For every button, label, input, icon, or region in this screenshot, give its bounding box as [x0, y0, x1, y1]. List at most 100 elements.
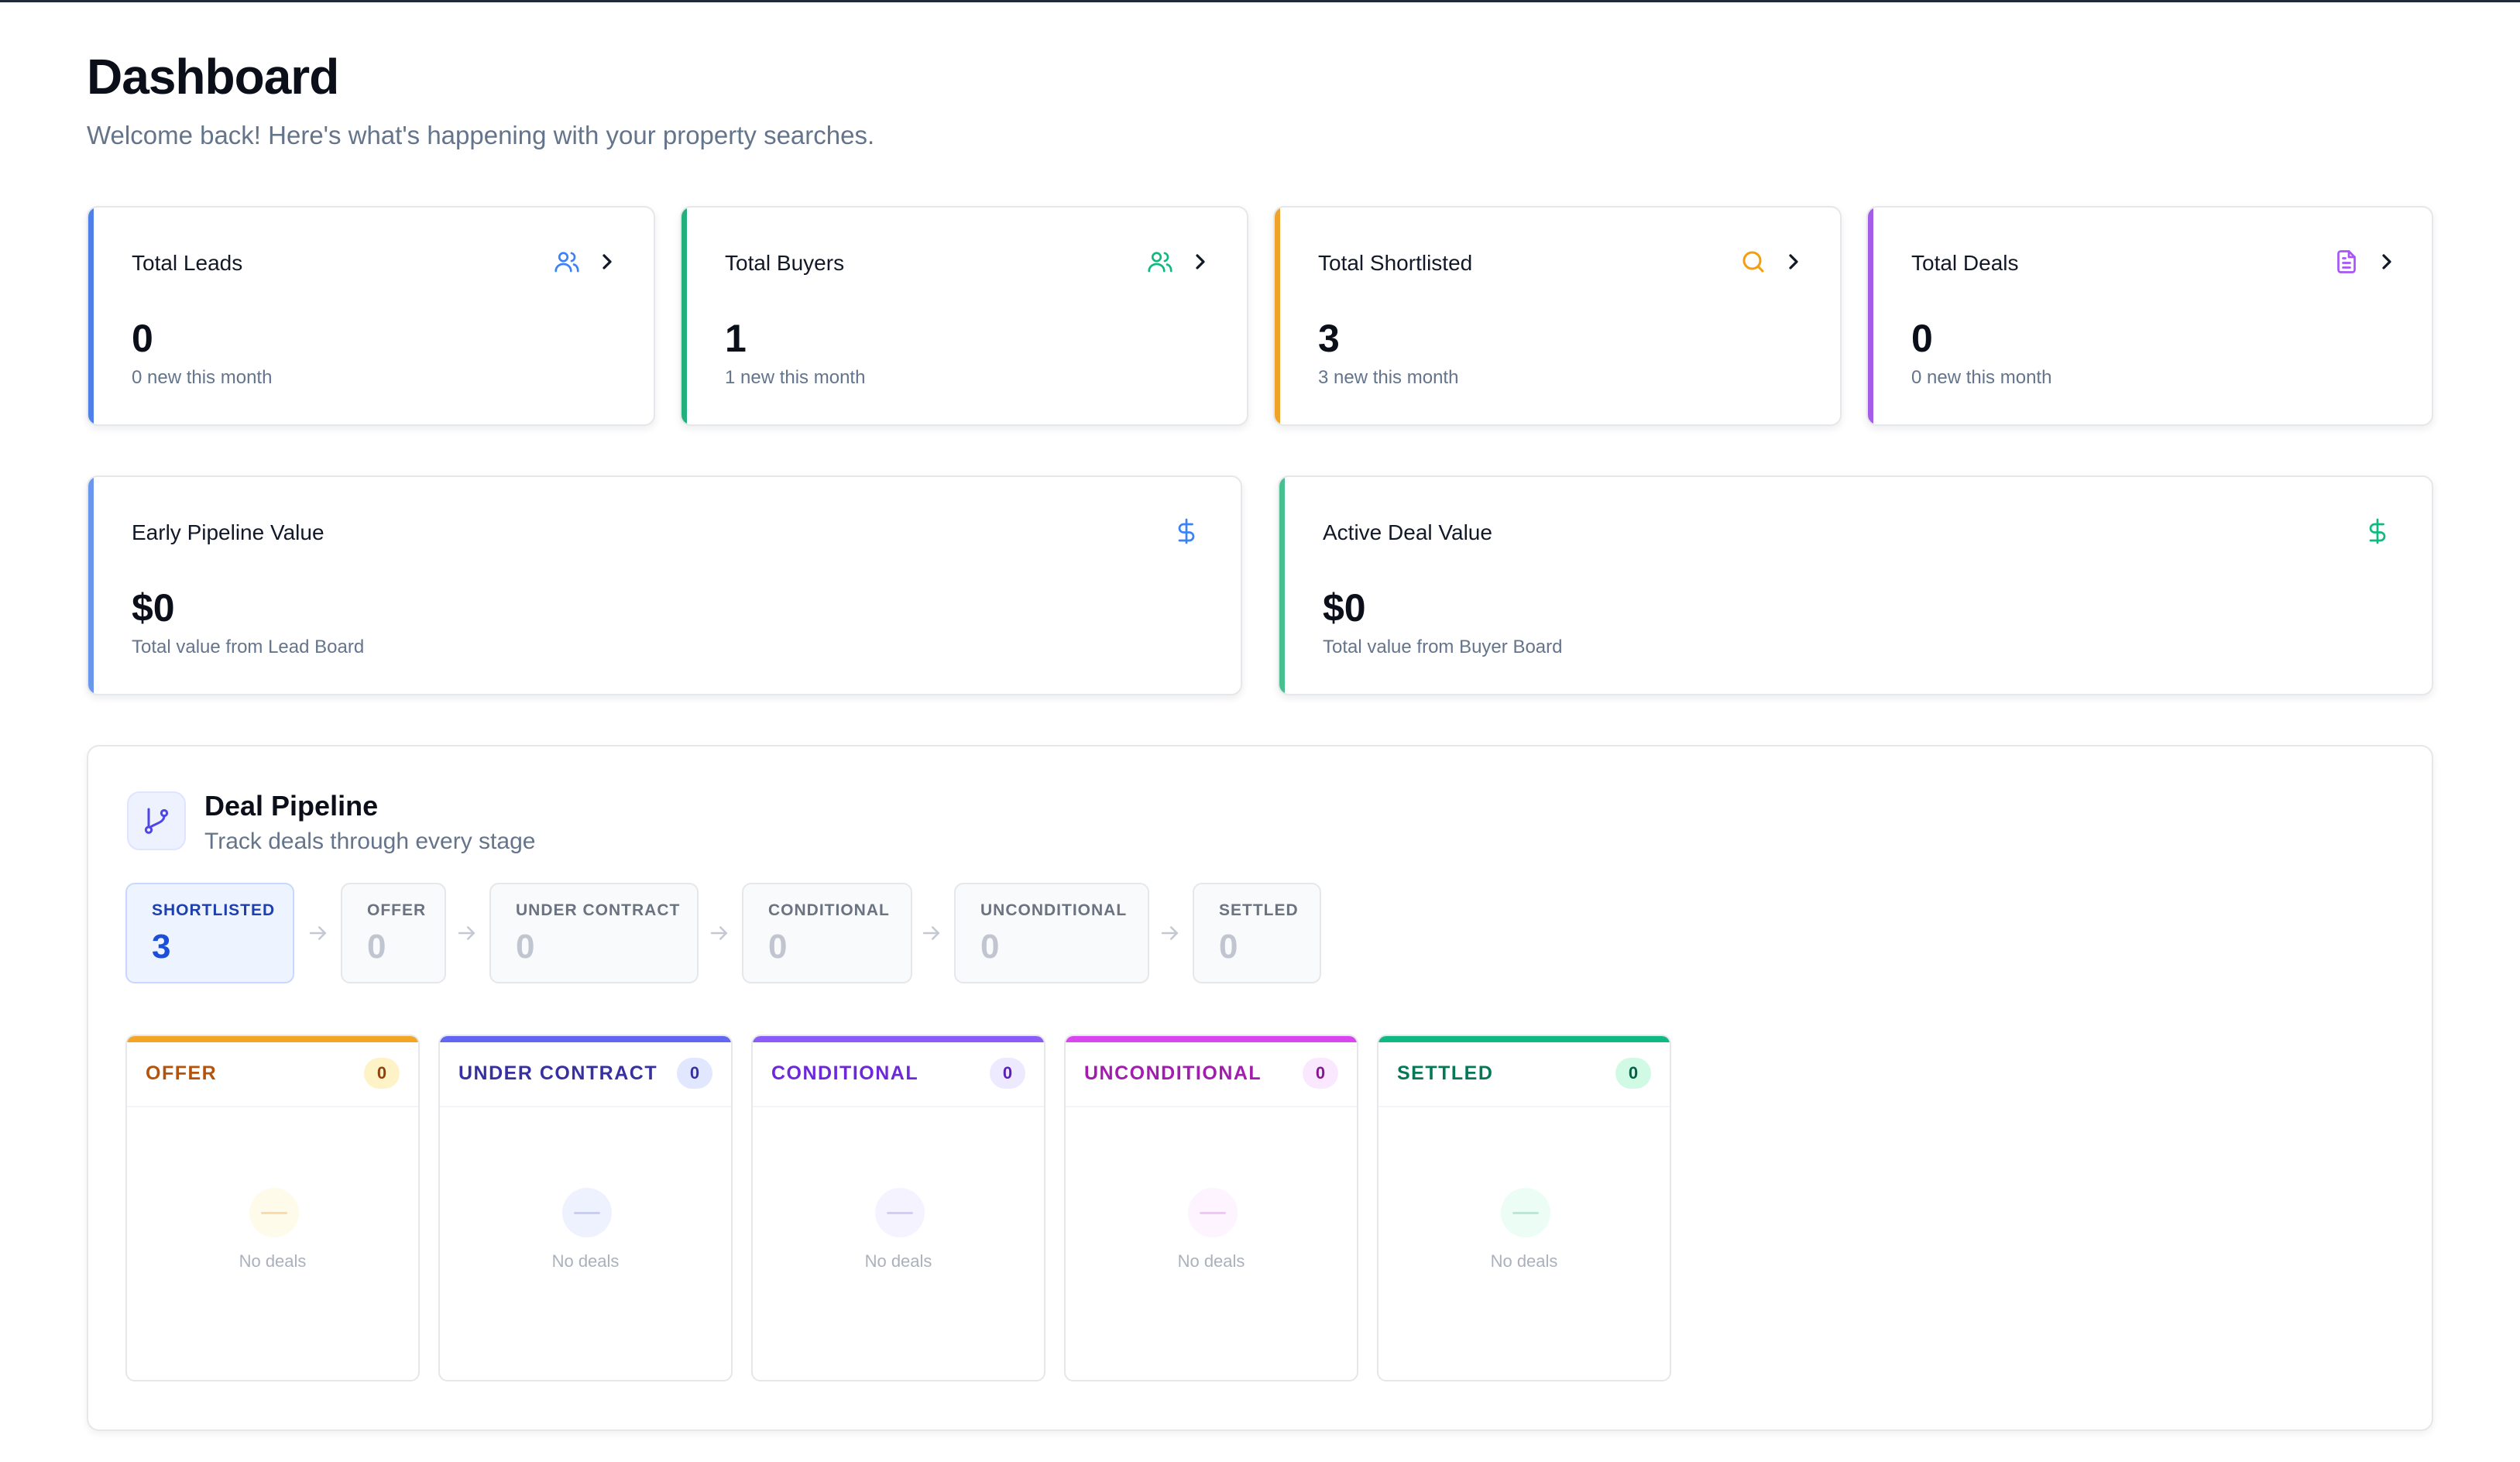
column-topbar	[127, 1036, 418, 1042]
column-divider	[1378, 1106, 1670, 1107]
chevron-right-icon[interactable]	[595, 249, 620, 274]
arrow-right-icon	[922, 926, 939, 940]
pipeline-subtitle: Track deals through every stage	[204, 829, 536, 854]
column-topbar	[1066, 1036, 1357, 1042]
empty-state-icon	[875, 1188, 925, 1237]
column-unconditional: UNCONDITIONAL 0 No deals	[1064, 1035, 1358, 1381]
stage-settled[interactable]: SETTLED 0	[1193, 883, 1321, 983]
stage-shortlisted[interactable]: SHORTLISTED 3	[125, 883, 294, 983]
column-title: CONDITIONAL	[771, 1062, 919, 1084]
file-text-icon	[2337, 250, 2356, 273]
empty-state-icon	[1501, 1188, 1550, 1237]
column-divider	[1066, 1106, 1357, 1107]
stage-label: UNCONDITIONAL	[980, 901, 1128, 919]
stat-label: Total Buyers	[725, 251, 845, 275]
column-title: OFFER	[146, 1062, 218, 1084]
dollar-icon	[1178, 518, 1195, 544]
stage-unconditional[interactable]: UNCONDITIONAL 0	[954, 883, 1149, 983]
value-amount: $0	[132, 586, 175, 630]
stat-label: Total Shortlisted	[1318, 251, 1473, 275]
git-branch-icon	[144, 808, 169, 834]
column-count-badge: 0	[1615, 1058, 1651, 1089]
column-count-badge: 0	[1303, 1058, 1338, 1089]
stat-value: 0	[1911, 317, 1933, 360]
column-conditional: CONDITIONAL 0 No deals	[751, 1035, 1045, 1381]
stat-card-total-deals[interactable]: Total Deals 0 0 new this month	[1866, 206, 2433, 426]
stage-under-contract[interactable]: UNDER CONTRACT 0	[489, 883, 699, 983]
stat-value: 1	[725, 317, 747, 360]
users-icon	[554, 252, 579, 273]
column-settled: SETTLED 0 No deals	[1377, 1035, 1671, 1381]
stage-label: SETTLED	[1219, 901, 1299, 919]
empty-state-text: No deals	[551, 1251, 620, 1271]
empty-state-icon	[249, 1188, 299, 1237]
chevron-right-icon[interactable]	[1188, 249, 1213, 274]
column-title: UNCONDITIONAL	[1084, 1062, 1262, 1084]
card-accent	[1868, 208, 1873, 424]
column-topbar	[1378, 1036, 1670, 1042]
value-amount: $0	[1323, 586, 1366, 630]
empty-state-text: No deals	[1490, 1251, 1558, 1271]
column-count-badge: 0	[677, 1058, 712, 1089]
chevron-right-icon[interactable]	[1781, 249, 1806, 274]
arrow-right-icon	[458, 926, 475, 940]
pipeline-badge	[127, 791, 186, 850]
stat-value: 3	[1318, 317, 1340, 360]
card-accent	[1279, 477, 1285, 694]
column-title: SETTLED	[1397, 1062, 1494, 1084]
column-divider	[753, 1106, 1044, 1107]
stage-label: CONDITIONAL	[768, 901, 890, 919]
column-topbar	[753, 1036, 1044, 1042]
arrow-right-icon	[309, 926, 326, 940]
stage-count: 0	[367, 928, 386, 966]
arrow-right-icon	[1161, 926, 1178, 940]
value-card-active-deal: Active Deal Value $0 Total value from Bu…	[1278, 475, 2433, 695]
pipeline-title: Deal Pipeline	[204, 790, 379, 822]
column-divider	[127, 1106, 418, 1107]
stage-label: UNDER CONTRACT	[516, 901, 681, 919]
stat-value: 0	[132, 317, 153, 360]
stage-count: 0	[516, 928, 535, 966]
page-subtitle: Welcome back! Here's what's happening wi…	[87, 121, 875, 149]
empty-state-text: No deals	[1177, 1251, 1245, 1271]
stat-card-total-buyers[interactable]: Total Buyers 1 1 new this month	[680, 206, 1248, 426]
card-accent	[681, 208, 687, 424]
stage-label: SHORTLISTED	[152, 901, 276, 919]
column-offer: OFFER 0 No deals	[125, 1035, 420, 1381]
stage-count: 3	[152, 928, 171, 966]
search-icon	[1742, 251, 1764, 273]
users-icon	[1148, 252, 1172, 273]
stat-card-total-shortlisted[interactable]: Total Shortlisted 3 3 new this month	[1273, 206, 1842, 426]
stat-label: Total Leads	[132, 251, 243, 275]
stage-offer[interactable]: OFFER 0	[341, 883, 446, 983]
stat-sub: 0 new this month	[1911, 367, 2052, 388]
value-label: Early Pipeline Value	[132, 520, 324, 544]
stat-card-total-leads[interactable]: Total Leads 0 0 new this month	[87, 206, 655, 426]
chevron-right-icon[interactable]	[2374, 249, 2399, 274]
card-accent	[1275, 208, 1280, 424]
empty-state-text: No deals	[239, 1251, 307, 1271]
arrow-right-icon	[710, 926, 727, 940]
empty-state-icon	[1188, 1188, 1238, 1237]
deal-pipeline-panel: Deal Pipeline Track deals through every …	[87, 745, 2433, 1431]
stat-sub: 0 new this month	[132, 367, 273, 388]
card-accent	[88, 208, 94, 424]
stat-sub: 1 new this month	[725, 367, 866, 388]
stat-sub: 3 new this month	[1318, 367, 1459, 388]
column-topbar	[440, 1036, 731, 1042]
stage-label: OFFER	[367, 901, 427, 919]
empty-state-text: No deals	[864, 1251, 932, 1271]
column-under-contract: UNDER CONTRACT 0 No deals	[438, 1035, 733, 1381]
value-sub: Total value from Lead Board	[132, 637, 365, 657]
page-title: Dashboard	[87, 49, 339, 105]
value-sub: Total value from Buyer Board	[1323, 637, 1563, 657]
card-accent	[88, 477, 94, 694]
dollar-icon	[2369, 518, 2386, 544]
stage-conditional[interactable]: CONDITIONAL 0	[742, 883, 912, 983]
stage-count: 0	[1219, 928, 1238, 966]
value-card-early-pipeline: Early Pipeline Value $0 Total value from…	[87, 475, 1242, 695]
top-border	[0, 0, 2520, 2]
column-title: UNDER CONTRACT	[458, 1062, 658, 1084]
value-label: Active Deal Value	[1323, 520, 1492, 544]
empty-state-icon	[562, 1188, 612, 1237]
